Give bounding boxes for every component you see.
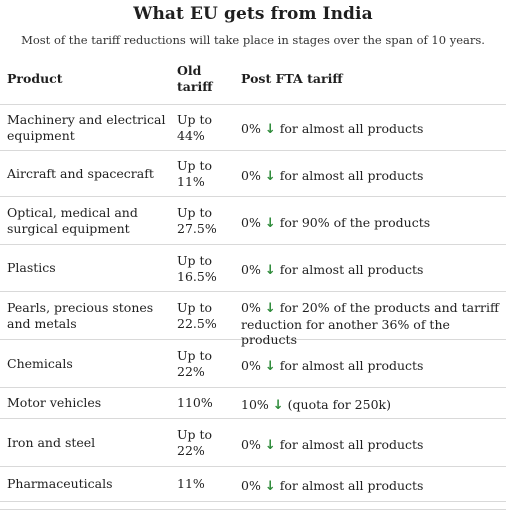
column-header-old-tariff: Old tariff: [177, 63, 227, 95]
post-fta-rate: 0%: [241, 478, 261, 493]
product-name: Machinery and electrical equipment: [7, 112, 166, 143]
column-header-post-fta-tariff: Post FTA tariff: [241, 71, 343, 86]
old-tariff: Up to 44%: [177, 112, 233, 143]
old-tariff-line1: Up to: [177, 300, 213, 315]
down-arrow-icon: ↓: [264, 122, 276, 137]
table-row: Aircraft and spacecraft Up to 11% 0% ↓ for …: [0, 151, 506, 197]
down-arrow-icon: ↓: [264, 479, 276, 494]
table-row: Pharmaceuticals 11% 0% ↓ for almost all pr…: [0, 467, 506, 502]
post-fta-tariff: 0% ↓ for almost all products: [241, 262, 503, 279]
post-fta-tariff: 0% ↓ for almost all products: [241, 437, 503, 454]
page-title: What EU gets from India: [133, 4, 373, 24]
down-arrow-icon: ↓: [264, 216, 276, 231]
post-fta-note: for 20% of the products and tarriff redu…: [241, 300, 499, 347]
old-tariff: 11%: [177, 476, 233, 492]
column-header-product: Product: [7, 71, 63, 86]
post-fta-note: for almost all products: [279, 262, 424, 277]
old-tariff-line1: Up to: [177, 112, 213, 127]
post-fta-note: for almost all products: [279, 437, 424, 452]
old-tariff-line1: Up to: [177, 205, 213, 220]
old-tariff: Up to 16.5%: [177, 253, 233, 284]
post-fta-rate: 0%: [241, 358, 261, 373]
old-tariff-line2: 22%: [177, 363, 205, 379]
old-tariff-line2: 22.5%: [177, 315, 217, 331]
down-arrow-icon: ↓: [264, 263, 276, 278]
post-fta-tariff: 0% ↓ for almost all products: [241, 168, 503, 185]
product-name: Aircraft and spacecraft: [7, 166, 154, 181]
old-tariff-line2: 44%: [177, 127, 205, 143]
post-fta-tariff: 0% ↓ for 20% of the products and tarriff…: [241, 300, 503, 348]
old-tariff-line2: 11%: [177, 173, 205, 189]
post-fta-rate: 0%: [241, 437, 261, 452]
old-tariff-line1: Up to: [177, 348, 213, 363]
old-tariff-line1: 11%: [177, 476, 205, 491]
table-header: Product Old tariff Post FTA tariff: [0, 60, 506, 105]
down-arrow-icon: ↓: [264, 301, 276, 316]
product-name: Pharmaceuticals: [7, 476, 113, 491]
old-tariff-line1: Up to: [177, 427, 213, 442]
post-fta-rate: 0%: [241, 300, 261, 315]
old-tariff-line2: 22%: [177, 442, 205, 458]
post-fta-note: for almost all products: [279, 121, 424, 136]
old-tariff-line1: Up to: [177, 253, 213, 268]
post-fta-tariff: 0% ↓ for almost all products: [241, 478, 503, 495]
old-tariff-line2: 27.5%: [177, 220, 217, 236]
post-fta-tariff: 10% ↓ (quota for 250k): [241, 397, 503, 414]
down-arrow-icon: ↓: [264, 438, 276, 453]
table-row: Machinery and electrical equipment Up to 4…: [0, 104, 506, 151]
column-header-old-line1: Old: [177, 63, 202, 78]
product-name: Motor vehicles: [7, 395, 102, 410]
table-bottom-divider: [0, 509, 506, 510]
post-fta-note: for almost all products: [279, 478, 424, 493]
post-fta-note: for 90% of the products: [279, 215, 431, 230]
down-arrow-icon: ↓: [272, 398, 284, 413]
down-arrow-icon: ↓: [264, 359, 276, 374]
product-name: Iron and steel: [7, 435, 96, 450]
post-fta-note: for almost all products: [279, 358, 424, 373]
post-fta-rate: 0%: [241, 121, 261, 136]
post-fta-rate: 10%: [241, 397, 269, 412]
post-fta-tariff: 0% ↓ for almost all products: [241, 358, 503, 375]
product-name: Optical, medical and surgical equipment: [7, 205, 138, 236]
product-name: Chemicals: [7, 356, 73, 371]
down-arrow-icon: ↓: [264, 169, 276, 184]
old-tariff: Up to 27.5%: [177, 205, 233, 236]
product-name: Pearls, precious stones and metals: [7, 300, 154, 331]
old-tariff: Up to 22.5%: [177, 300, 233, 331]
post-fta-note: (quota for 250k): [287, 397, 391, 412]
table-row: Optical, medical and surgical equipment U…: [0, 197, 506, 245]
old-tariff-line2: 16.5%: [177, 268, 217, 284]
table-row: Pearls, precious stones and metals Up to 2…: [0, 292, 506, 347]
product-name: Plastics: [7, 260, 56, 275]
post-fta-tariff: 0% ↓ for 90% of the products: [241, 215, 503, 232]
old-tariff: Up to 22%: [177, 427, 233, 458]
table-row: Chemicals Up to 22% 0% ↓ for almost all pro…: [0, 340, 506, 388]
old-tariff-line1: 110%: [177, 395, 213, 410]
old-tariff: 110%: [177, 395, 233, 411]
table-row: Plastics Up to 16.5% 0% ↓ for almost all pr…: [0, 245, 506, 292]
old-tariff: Up to 22%: [177, 348, 233, 379]
post-fta-rate: 0%: [241, 262, 261, 277]
post-fta-rate: 0%: [241, 168, 261, 183]
old-tariff: Up to 11%: [177, 158, 233, 189]
post-fta-note: for almost all products: [279, 168, 424, 183]
page-subtitle: Most of the tariff reductions will take …: [21, 33, 485, 47]
post-fta-rate: 0%: [241, 215, 261, 230]
table-row: Iron and steel Up to 22% 0% ↓ for almost al…: [0, 419, 506, 467]
old-tariff-line1: Up to: [177, 158, 213, 173]
table-body: Machinery and electrical equipment Up to 4…: [0, 104, 506, 502]
post-fta-tariff: 0% ↓ for almost all products: [241, 121, 503, 138]
column-header-old-line2: tariff: [177, 79, 213, 94]
table-row: Motor vehicles 110% 10% ↓ (quota for 250k): [0, 388, 506, 419]
